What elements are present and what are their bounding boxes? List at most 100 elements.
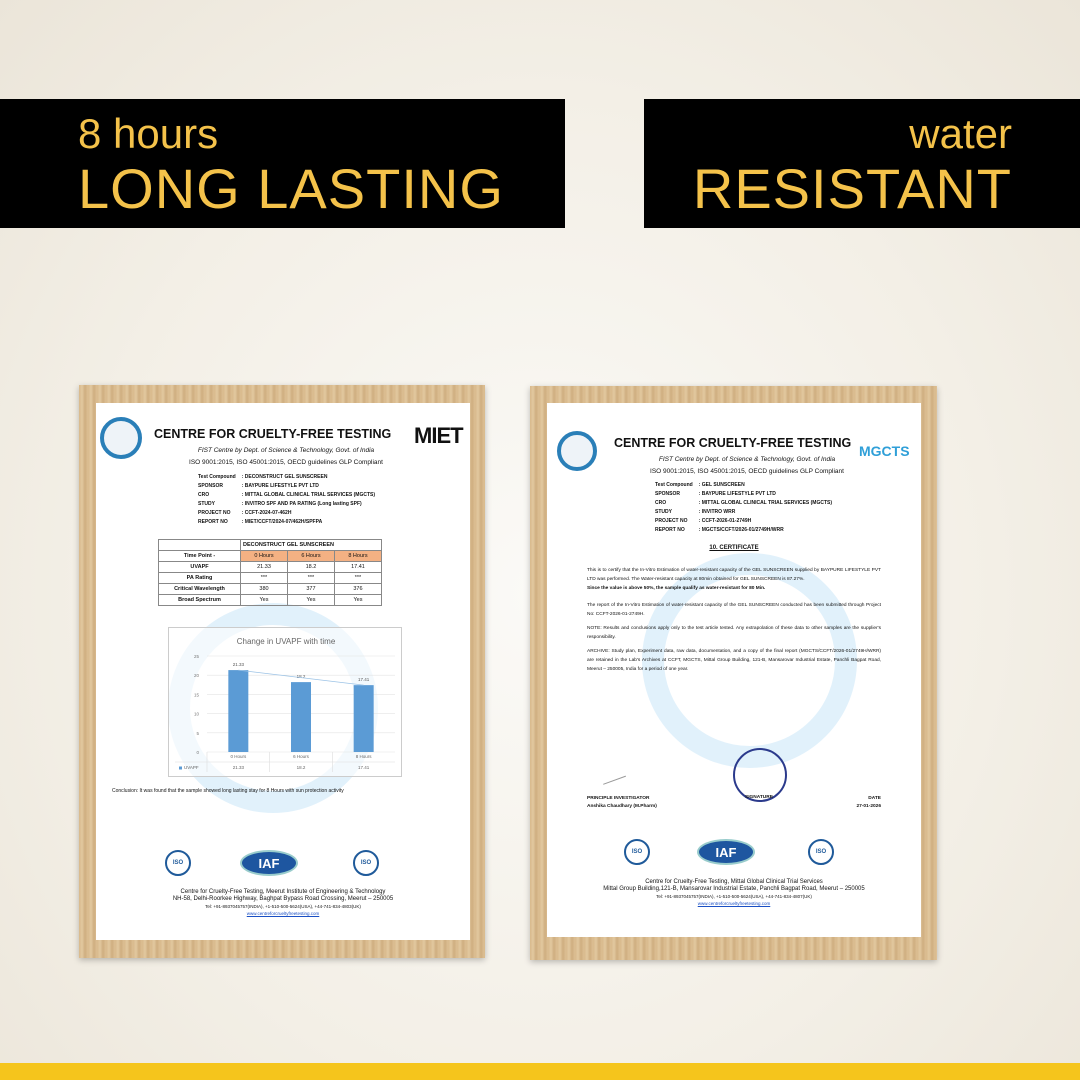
cert-body: This is to certify that the In-Vitro Est… bbox=[587, 566, 881, 674]
footer-phone: Tel: +91-8937045757(INDIA), +1-510-500-5… bbox=[205, 904, 361, 909]
iso-certified-logo: ISO bbox=[624, 839, 650, 865]
meta-value: : MITTAL GLOBAL CLINICAL TRIAL SERVICES … bbox=[241, 492, 376, 498]
paragraph: ARCHIVE: Study plan, Experiment data, ra… bbox=[587, 649, 881, 672]
mgcts-logo: MGCTS bbox=[859, 443, 910, 459]
footer-url-link[interactable]: www.centreforcrueltyfreetesting.com bbox=[697, 901, 771, 906]
banner-small-text: 8 hours bbox=[78, 110, 219, 157]
table-cell: PA Rating bbox=[157, 572, 242, 584]
chart-title: Change in UVAPF with time bbox=[237, 637, 336, 646]
meta-row: CRO: MITTAL GLOBAL CLINICAL TRIAL SERVIC… bbox=[198, 492, 379, 499]
investigator-signature bbox=[600, 767, 626, 785]
iaf-logo: IAF bbox=[240, 850, 298, 876]
table-cell: *** bbox=[240, 572, 288, 584]
meta-key: STUDY bbox=[198, 501, 215, 507]
data-label: 17.41 bbox=[358, 677, 370, 682]
bar bbox=[228, 670, 249, 752]
footer-line: Mittal Group Building,121-B, Mansarovar … bbox=[603, 886, 865, 892]
meta-row: SPONSOR: BAYPURE LIFESTYLE PVT LTD bbox=[198, 483, 379, 490]
results-table: DECONSTRUCT GEL SUNSCREEN Time Point -0 H… bbox=[157, 539, 383, 606]
data-table-value: 18.2 bbox=[297, 765, 306, 770]
meta-row: PROJECT NO: CCFT-2024-07-462H bbox=[198, 510, 379, 517]
table-header-cell: 8 Hours bbox=[333, 550, 383, 562]
y-tick-label: 0 bbox=[196, 750, 199, 755]
certificate-long-lasting: CENTRE FOR CRUELTY-FREE TESTING MIET FIS… bbox=[96, 403, 470, 940]
footer-phone: Tel: +91-8937045757(INDIA), +1-510-500-5… bbox=[656, 894, 812, 899]
table-row: DECONSTRUCT GEL SUNSCREEN bbox=[157, 539, 382, 551]
paragraph: NOTE: Results and conclusions apply only… bbox=[587, 626, 881, 640]
footer-url-link[interactable]: www.centreforcrueltyfreetesting.com bbox=[246, 911, 320, 916]
trendline bbox=[238, 669, 364, 686]
paragraph: The report of the In-Vitro Estimation of… bbox=[587, 603, 881, 617]
meta-key: REPORT NO bbox=[198, 519, 228, 525]
iso-certified-logo: ISO bbox=[808, 839, 834, 865]
cert-footer: Centre for Cruelty-Free Testing, Meerut … bbox=[96, 889, 470, 917]
miet-logo: MIET bbox=[414, 423, 464, 448]
meta-value: : INVITRO WRR bbox=[698, 509, 736, 515]
table-header-cell: 0 Hours bbox=[240, 550, 288, 562]
y-tick-label: 5 bbox=[196, 731, 199, 736]
footer-line: Centre for Cruelty-Free Testing, Mittal … bbox=[645, 879, 823, 885]
table-cell: Critical Wavelength bbox=[157, 583, 242, 595]
signature-stamp bbox=[733, 748, 787, 802]
cert-iso-line: ISO 9001:2015, ISO 45001:2015, OECD guid… bbox=[189, 459, 383, 466]
meta-value: : CCFT-2026-01-2749H bbox=[698, 518, 752, 524]
cert-title: CENTRE FOR CRUELTY-FREE TESTING bbox=[614, 436, 852, 450]
meta-value: : DECONSTRUCT GEL SUNSCREEN bbox=[241, 474, 328, 480]
meta-value: : MIET/CCFT/2024-07/462H/SPFPA bbox=[241, 519, 323, 525]
meta-key: Test Compound bbox=[655, 482, 693, 488]
accent-bar bbox=[0, 1063, 1080, 1080]
banner-small-text: water bbox=[909, 110, 1012, 157]
bar bbox=[291, 682, 311, 752]
investigator-block: PRINCIPLE INVESTIGATOR Anshika Chaudhary… bbox=[587, 795, 657, 811]
x-tick-label: 6 Hours bbox=[293, 754, 310, 759]
footer-line: Centre for Cruelty-Free Testing, Meerut … bbox=[180, 889, 386, 895]
table-row: Broad Spectrum Yes Yes Yes bbox=[157, 594, 383, 606]
cert-subtitle: FIST Centre by Dept. of Science & Techno… bbox=[197, 447, 375, 454]
meta-row: PROJECT NO: CCFT-2026-01-2749H bbox=[655, 518, 836, 525]
table-cell: Broad Spectrum bbox=[157, 594, 242, 606]
table-cell: Yes bbox=[240, 594, 288, 606]
table-cell bbox=[157, 539, 242, 551]
table-row: Critical Wavelength 380 377 376 bbox=[157, 583, 383, 595]
meta-row: Test Compound: DECONSTRUCT GEL SUNSCREEN bbox=[198, 474, 379, 481]
table-header-cell: 6 Hours bbox=[286, 550, 335, 562]
uvapf-chart: Change in UVAPF with time 0 5 10 15 20 25 21.33… bbox=[168, 627, 402, 777]
long-lasting-banner: 8 hours LONG LASTING bbox=[0, 99, 565, 228]
table-cell: 376 bbox=[333, 583, 383, 595]
bar bbox=[353, 685, 374, 752]
iso-certified-logo: ISO bbox=[165, 850, 191, 876]
certificate-frame-left: CENTRE FOR CRUELTY-FREE TESTING MIET FIS… bbox=[79, 385, 485, 958]
table-cell: *** bbox=[333, 572, 383, 584]
water-resistant-banner: water RESISTANT bbox=[644, 99, 1080, 228]
date-block: DATE 27-01-2026 bbox=[856, 795, 881, 811]
meta-key: STUDY bbox=[655, 509, 672, 515]
meta-row: CRO: MITTAL GLOBAL CLINICAL TRIAL SERVIC… bbox=[655, 500, 836, 507]
y-tick-label: 25 bbox=[194, 654, 200, 659]
conclusion-text: Conclusion: It was found that the sample… bbox=[112, 788, 344, 794]
data-table-value: 21.33 bbox=[233, 765, 245, 770]
table-header-cell: Time Point - bbox=[157, 550, 242, 562]
table-cell: 377 bbox=[286, 583, 335, 595]
signature-label: SIGNATURE bbox=[745, 795, 773, 800]
meta-row: REPORT NO: MGCTS/CCFT/2026-01/2749H/WRR bbox=[655, 527, 836, 534]
iaf-logo: IAF bbox=[697, 839, 755, 865]
meta-row: STUDY : INVITRO SPF AND PA RATING (Long l… bbox=[198, 501, 379, 508]
table-cell: UVAPF bbox=[157, 561, 242, 573]
certificate-water-resistant: CENTRE FOR CRUELTY-FREE TESTING MGCTS FI… bbox=[547, 403, 921, 937]
table-cell: Yes bbox=[286, 594, 335, 606]
data-table-value: 17.41 bbox=[358, 765, 370, 770]
meta-value: : INVITRO SPF AND PA RATING (Long lastin… bbox=[241, 501, 362, 507]
table-cell: 17.41 bbox=[333, 561, 383, 573]
meta-key: CRO bbox=[655, 500, 667, 506]
meta-key: REPORT NO bbox=[655, 527, 685, 533]
table-cell: 21.33 bbox=[240, 561, 288, 573]
meta-key: PROJECT NO bbox=[198, 510, 231, 516]
table-cell: Yes bbox=[333, 594, 383, 606]
legend-label: UVAPF bbox=[184, 765, 199, 770]
cert-title: CENTRE FOR CRUELTY-FREE TESTING bbox=[154, 427, 392, 441]
cert-meta-table: Test Compound: GEL SUNSCREEN SPONSOR: BAY… bbox=[653, 480, 838, 536]
data-label: 18.2 bbox=[297, 674, 306, 679]
table-cell: 380 bbox=[240, 583, 288, 595]
investigator-name: Anshika Chaudhary (M.Pharm) bbox=[587, 804, 657, 809]
product-name-cell: DECONSTRUCT GEL SUNSCREEN bbox=[240, 539, 382, 551]
